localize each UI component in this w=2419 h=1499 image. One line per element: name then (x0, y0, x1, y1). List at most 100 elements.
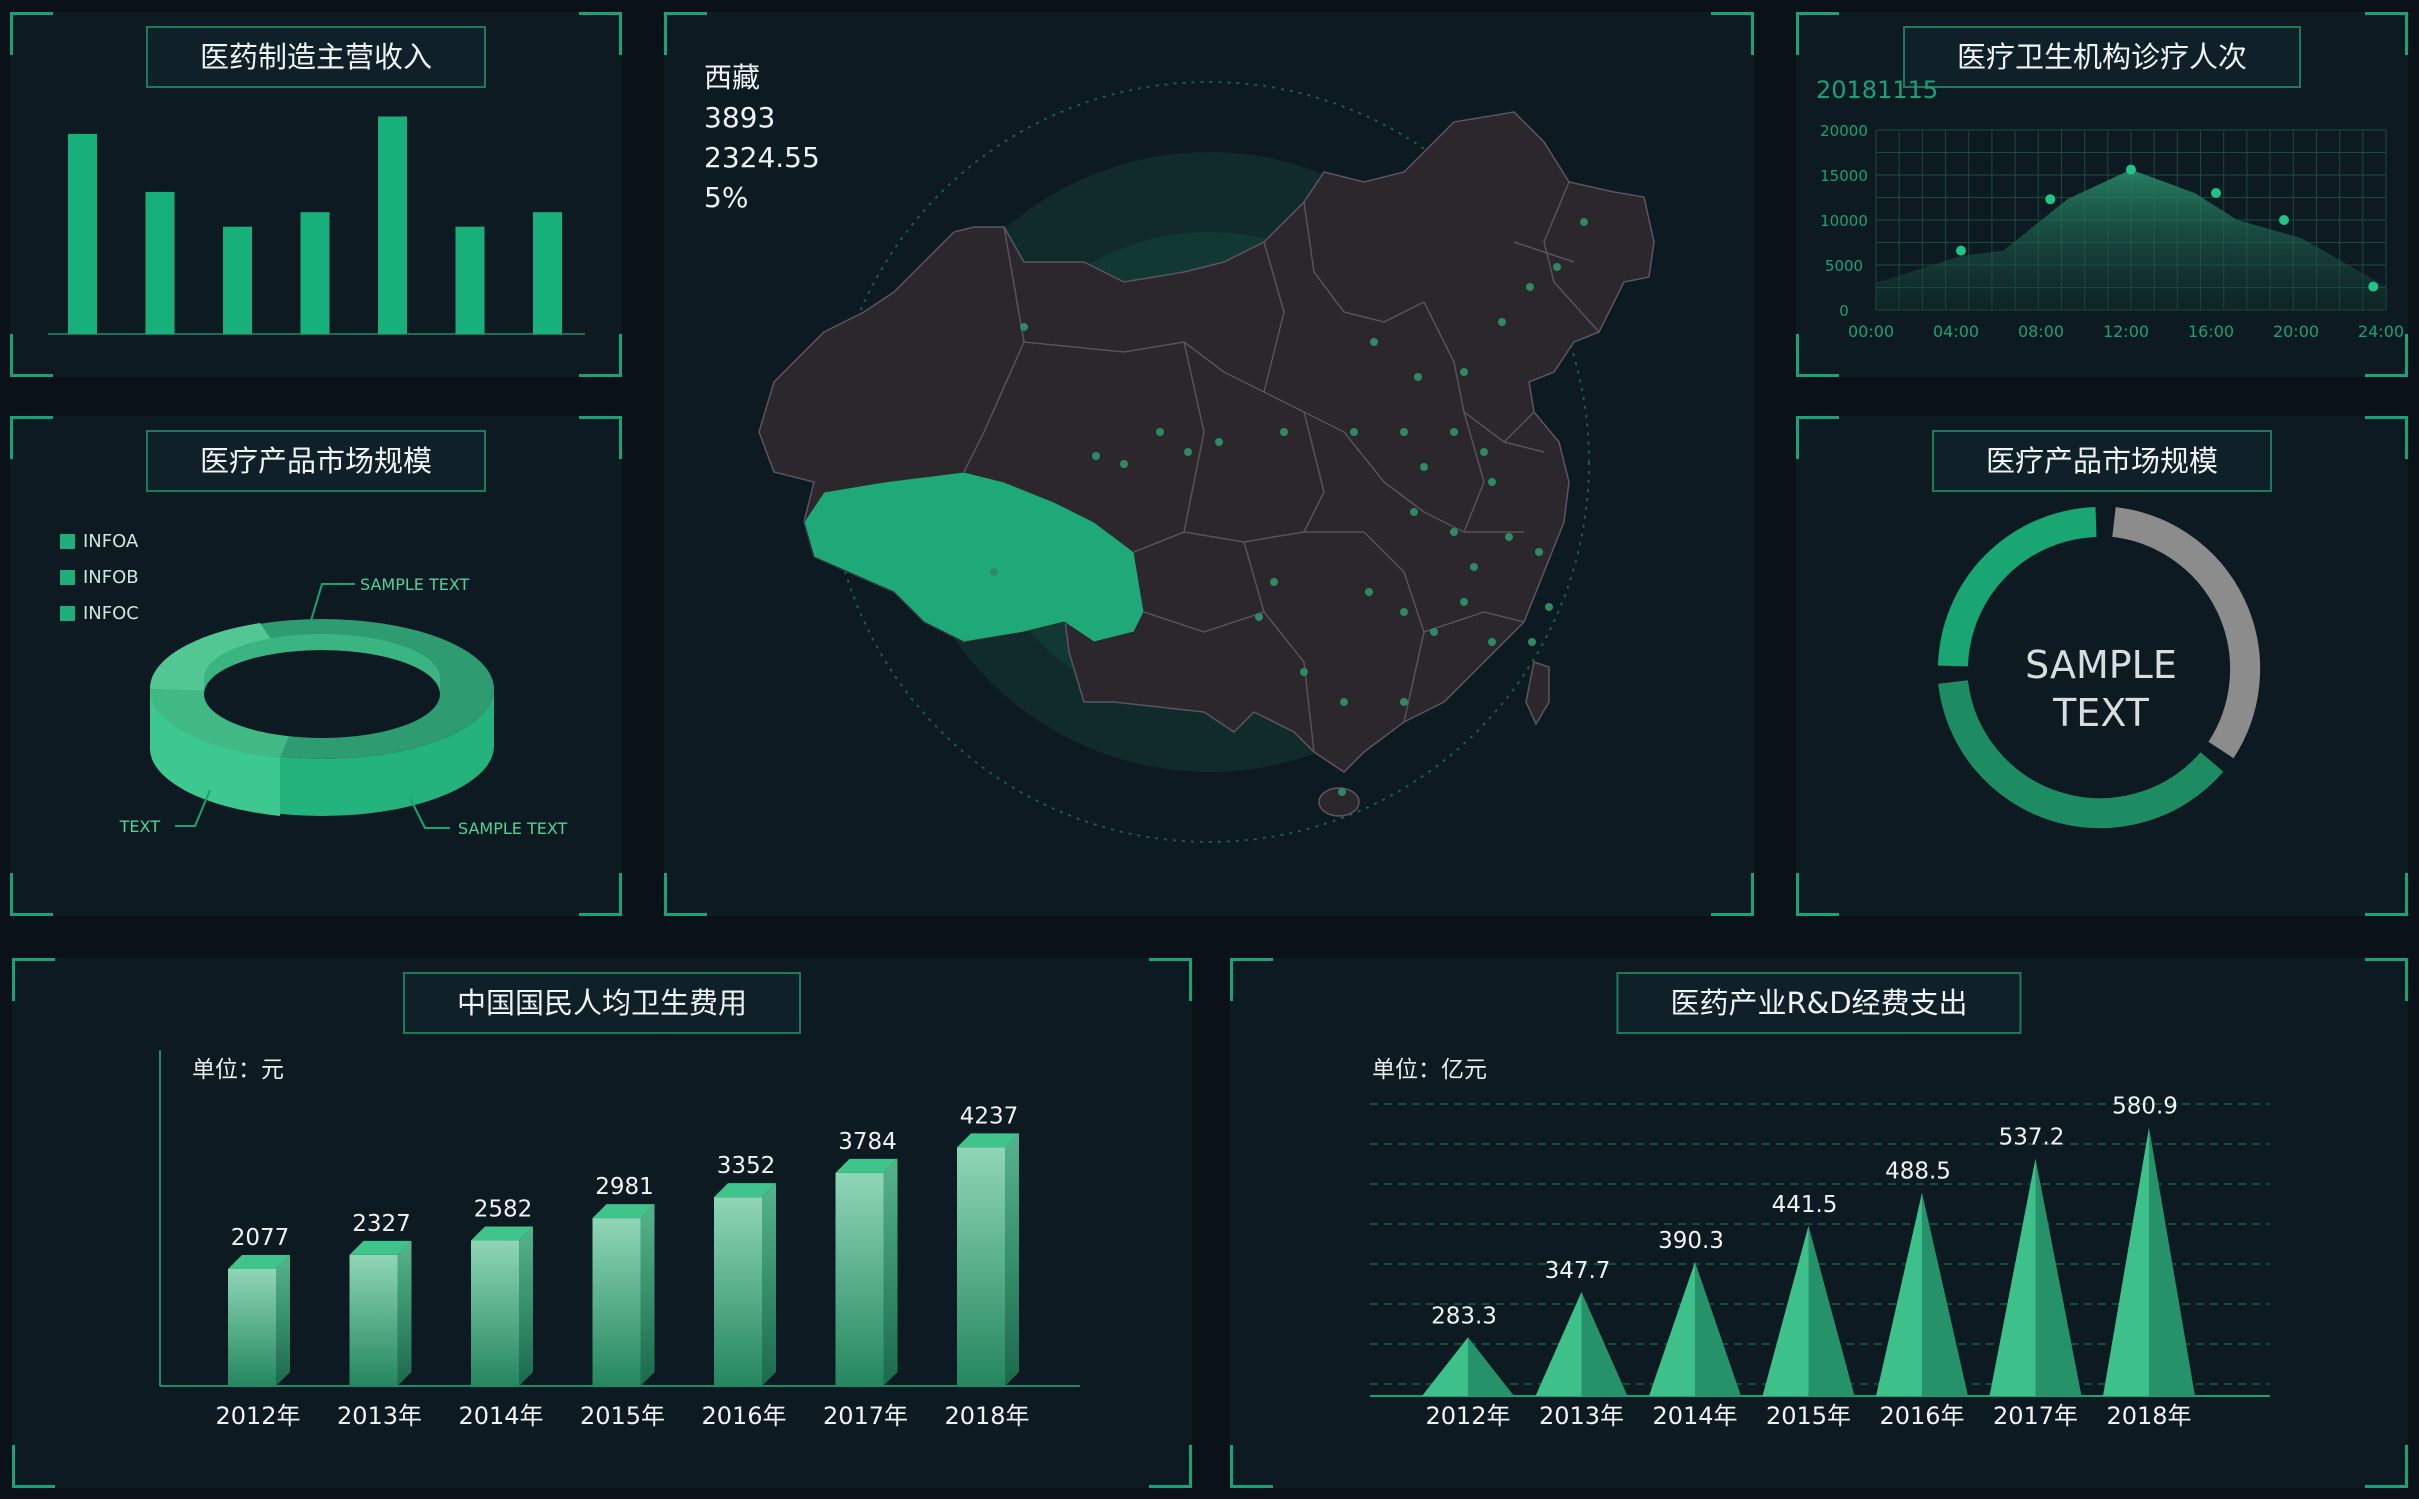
donut-center-line2: TEXT (2052, 691, 2150, 735)
ring-3d-chart: SAMPLE TEXT TEXT SAMPLE TEXT (119, 575, 568, 838)
corner-decoration (2365, 873, 2408, 916)
data-label: 3352 (717, 1153, 776, 1179)
bar-front (835, 1172, 884, 1386)
donut-segment-green (1938, 507, 2097, 667)
corner-decoration (2365, 416, 2408, 459)
corner-decoration (10, 12, 53, 55)
data-label: 3784 (838, 1129, 897, 1155)
data-point (2279, 215, 2289, 225)
legend-label: INFOC (83, 602, 139, 624)
visits-date: 20181115 (1816, 76, 1938, 104)
pyramid-right (2035, 1158, 2082, 1396)
bar-front (471, 1240, 519, 1386)
bar-side (397, 1240, 412, 1386)
legend-swatch (60, 569, 75, 585)
pyramid-left (1422, 1337, 1468, 1396)
corner-decoration (1711, 873, 1754, 916)
legend-swatch (60, 605, 75, 621)
panel-map: 西藏 3893 2324.55 5% (664, 12, 1754, 916)
pyramid-right (1581, 1291, 1628, 1396)
map-tibet (803, 471, 1145, 643)
panel-title: 中国国民人均卫生费用 (402, 972, 802, 1034)
panel-title: 医疗产品市场规模 (145, 430, 487, 492)
x-tick-label: 20:00 (2273, 322, 2319, 341)
ring-label-right: SAMPLE TEXT (458, 819, 568, 838)
data-label: 283.3 (1431, 1303, 1497, 1329)
corner-decoration (1230, 1445, 1273, 1488)
y-tick-label: 20000 (1820, 122, 1868, 140)
data-point (1956, 245, 1966, 256)
bar-top (471, 1226, 533, 1241)
x-tick-label: 2013年 (337, 1402, 422, 1430)
x-tick-label: 2015年 (580, 1402, 665, 1430)
pyramid-left (1876, 1192, 1922, 1396)
y-tick-label: 0 (1839, 302, 1849, 320)
map-city-dots (990, 218, 1588, 796)
bar-front (349, 1254, 398, 1386)
bar-top (349, 1240, 412, 1255)
data-label: 488.5 (1885, 1159, 1951, 1185)
data-label: 441.5 (1772, 1192, 1838, 1218)
corner-decoration (664, 12, 707, 55)
area-fill (1876, 169, 2386, 310)
bar-top (835, 1158, 898, 1173)
manufacturing-bar-chart (48, 116, 585, 335)
china-map (758, 81, 1655, 843)
y-tick-label: 5000 (1825, 257, 1863, 275)
chart-unit: 单位：元 (192, 1057, 284, 1083)
x-tick-label: 2015年 (1766, 1402, 1851, 1430)
bar-front (957, 1147, 1005, 1386)
bar-side (883, 1158, 898, 1386)
bar (68, 133, 97, 334)
legend-item[interactable]: INFOB (60, 559, 139, 595)
legend-item[interactable]: INFOC (60, 595, 139, 631)
x-tick-label: 2018年 (2106, 1402, 2191, 1430)
legend-swatch (60, 533, 75, 549)
x-tick-label: 12:00 (2103, 322, 2149, 341)
bar-side (276, 1254, 290, 1386)
corner-decoration (1796, 416, 1839, 459)
ring-top-front (149, 689, 292, 758)
data-point (2368, 281, 2379, 292)
bar-top (228, 1254, 290, 1269)
callout-line (409, 797, 450, 829)
bar (455, 226, 485, 334)
ring-top-left (149, 623, 282, 691)
bar-top (957, 1133, 1019, 1148)
corner-decoration (579, 416, 622, 459)
corner-decoration (2365, 12, 2408, 55)
donut-center-line1: SAMPLE (2025, 643, 2177, 687)
legend-item[interactable]: INFOA (60, 523, 139, 559)
bar-front (592, 1218, 641, 1386)
data-label: 537.2 (1999, 1124, 2065, 1150)
ring-legend: INFOA INFOB INFOC (60, 523, 139, 631)
x-tick-label: 2013年 (1539, 1402, 1624, 1430)
visits-area-chart: 20181115 0 5000 10000 15000 20000 00:00 04:00 0… (1816, 76, 2404, 341)
data-point (2211, 188, 2221, 198)
chart-unit: 单位：亿元 (1372, 1057, 1487, 1083)
bar-front (228, 1268, 276, 1386)
panel-visits: 医疗卫生机构诊疗人次 20181115 0 5000 10000 15000 20000… (1796, 12, 2408, 377)
bar-side (640, 1204, 655, 1386)
data-label: 2327 (352, 1211, 411, 1237)
map-taiwan (1525, 661, 1550, 726)
corner-decoration (579, 12, 622, 55)
corner-decoration (2365, 334, 2408, 377)
donut-segment-darkgreen (1938, 680, 2224, 829)
map-outer-ring (828, 81, 1590, 843)
data-point (2045, 194, 2056, 205)
bar-top (592, 1204, 655, 1219)
ring-inner-wall (204, 634, 440, 694)
data-label: 347.7 (1545, 1258, 1611, 1284)
corner-decoration (2365, 958, 2408, 1001)
panel-title: 医疗产品市场规模 (1931, 430, 2273, 492)
corner-decoration (10, 873, 53, 916)
y-tick-label: 15000 (1820, 167, 1868, 185)
corner-decoration (579, 873, 622, 916)
pyramid-left (1989, 1158, 2036, 1396)
pyramid-right (1468, 1337, 1514, 1396)
panel-market-ring: 医疗产品市场规模 INFOA INFOB INFOC SAMPLE TEXT T… (10, 416, 622, 916)
corner-decoration (1796, 12, 1839, 55)
bar-side (1005, 1133, 1019, 1386)
x-tick-label: 08:00 (2018, 322, 2064, 341)
